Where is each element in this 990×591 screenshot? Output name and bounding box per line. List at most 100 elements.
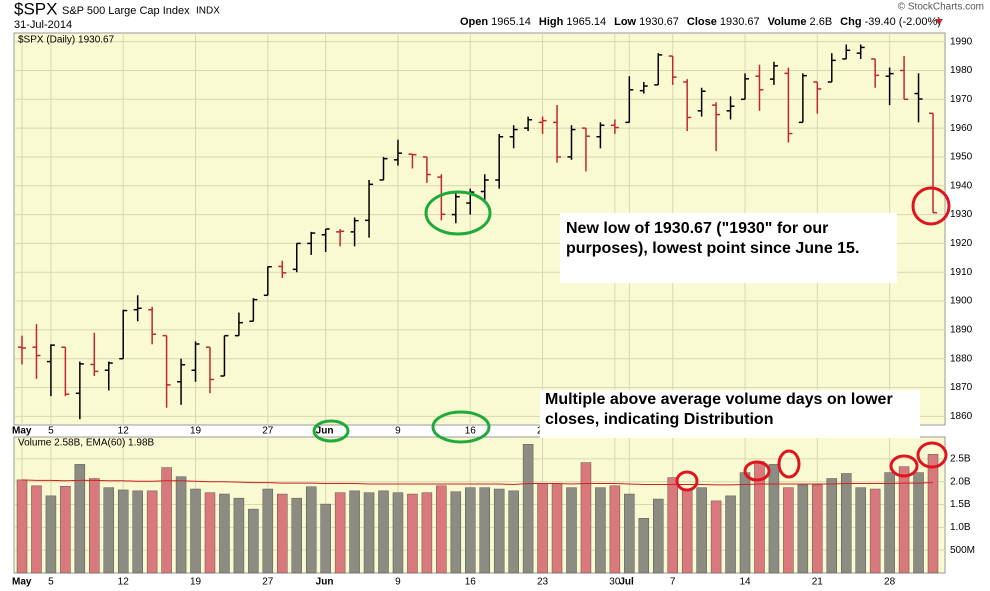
quote-value: 1930.67 — [639, 16, 679, 28]
x-tick-label: 23 — [537, 577, 549, 588]
x-tick-label: 5 — [48, 577, 54, 588]
plot: 1860187018801890190019101920193019401950… — [12, 33, 975, 588]
volume-bar — [277, 493, 288, 574]
y-tick-label: 1930 — [950, 209, 973, 220]
y-tick-label: 1910 — [950, 267, 973, 278]
x-tick-label: 12 — [118, 577, 130, 588]
volume-bar — [161, 467, 172, 574]
highlight — [916, 441, 948, 469]
y-tick-label: 1870 — [950, 382, 973, 393]
highlight — [889, 454, 919, 478]
x-tick-label: Jul — [619, 577, 634, 588]
volume-bar — [812, 484, 823, 574]
y-tick-label: 1920 — [950, 238, 973, 249]
volume-bar — [580, 462, 592, 574]
volume-bar — [450, 491, 462, 574]
annotation: closes, indicating Distribution — [545, 411, 773, 428]
volume-bar — [855, 487, 866, 574]
volume-bar — [537, 483, 548, 574]
exchange: INDX — [196, 6, 220, 17]
volume-bar — [146, 490, 158, 574]
symbol: $SPX — [14, 0, 57, 18]
y2-tick-label: 1.5B — [950, 499, 971, 510]
volume-bar — [797, 484, 809, 574]
ema-line — [21, 479, 934, 486]
price-label: $SPX (Daily) 1930.67 — [18, 35, 115, 46]
x-tick-label: Jun — [316, 426, 334, 437]
volume-bar — [681, 489, 693, 574]
x-tick-label: 12 — [118, 426, 130, 437]
y-tick-label: 1970 — [950, 94, 973, 105]
volume-bar — [74, 464, 86, 574]
x-tick-label: 21 — [812, 577, 824, 588]
x-tick-label: 7 — [670, 577, 676, 588]
volume-bar — [378, 490, 389, 574]
volume-bar — [60, 486, 71, 574]
highlight — [777, 449, 801, 479]
highlight — [675, 470, 699, 492]
volume-bar — [320, 503, 331, 574]
volume-bar — [739, 472, 751, 574]
x-tick-label: 5 — [48, 426, 54, 437]
y-tick-label: 1950 — [950, 152, 973, 163]
x-tick-label: Jun — [316, 577, 334, 588]
y2-tick-label: 2.0B — [950, 476, 971, 487]
index-name: S&P 500 Large Cap Index — [62, 5, 190, 17]
annotation: Multiple above average volume days on lo… — [545, 391, 893, 408]
volume-bar — [508, 490, 519, 574]
quote-label: Volume — [768, 16, 807, 28]
volume-bar — [884, 472, 895, 574]
volume-bar — [421, 492, 433, 574]
y-tick-label: 1860 — [950, 411, 973, 422]
volume-bar — [103, 487, 115, 574]
y-tick-label: 1960 — [950, 123, 973, 134]
x-tick-label: 19 — [190, 426, 202, 437]
y-tick-label: 1990 — [950, 36, 973, 47]
volume-bar — [248, 508, 259, 574]
annotation: purposes), lowest point since June 15. — [566, 240, 859, 257]
volume-bar — [638, 517, 650, 574]
quote-value: -39.40 (-2.00%) — [865, 16, 941, 28]
x-tick-label: 27 — [262, 577, 274, 588]
volume-bar — [465, 487, 476, 574]
x-tick-label: 19 — [190, 577, 202, 588]
volume-bar — [219, 493, 230, 574]
y-tick-label: 1940 — [950, 180, 973, 191]
y-tick-label: 1880 — [950, 353, 973, 364]
quote-value: 1965.14 — [491, 16, 531, 28]
volume-bar — [305, 486, 317, 574]
highlight — [743, 460, 771, 482]
x-tick-label: 16 — [465, 577, 477, 588]
volume-bar — [31, 485, 42, 574]
y-tick-label: 1980 — [950, 65, 973, 76]
volume-bar — [262, 488, 274, 574]
highlight — [431, 410, 491, 444]
x-tick-label: May — [12, 577, 32, 588]
quote-label: Low — [614, 16, 636, 28]
y2-tick-label: 2.5B — [950, 454, 971, 465]
volume-bar — [233, 497, 245, 574]
volume-bar — [653, 498, 664, 574]
x-tick-label: 28 — [884, 577, 896, 588]
down-arrow — [935, 19, 943, 25]
x-tick-label: 16 — [465, 426, 477, 437]
x-tick-label: 14 — [739, 577, 751, 588]
y2-tick-label: 500M — [950, 545, 975, 556]
volume-bar — [696, 487, 707, 574]
x-tick-label: 9 — [395, 577, 401, 588]
volume-bar — [45, 495, 57, 574]
highlight — [424, 190, 492, 236]
volume-bar — [349, 490, 360, 574]
quote-value: 2.6B — [810, 16, 833, 28]
volume-bar — [609, 485, 621, 574]
volume-bar — [175, 476, 187, 574]
volume-bar — [826, 478, 838, 574]
volume-bar — [363, 492, 375, 574]
volume-bar — [334, 492, 346, 574]
volume-bar — [89, 478, 100, 574]
x-tick-label: 27 — [262, 426, 274, 437]
highlights — [675, 186, 951, 492]
annotation: New low of 1930.67 ("1930" for our — [566, 220, 828, 237]
quote-label: Open — [460, 16, 488, 28]
